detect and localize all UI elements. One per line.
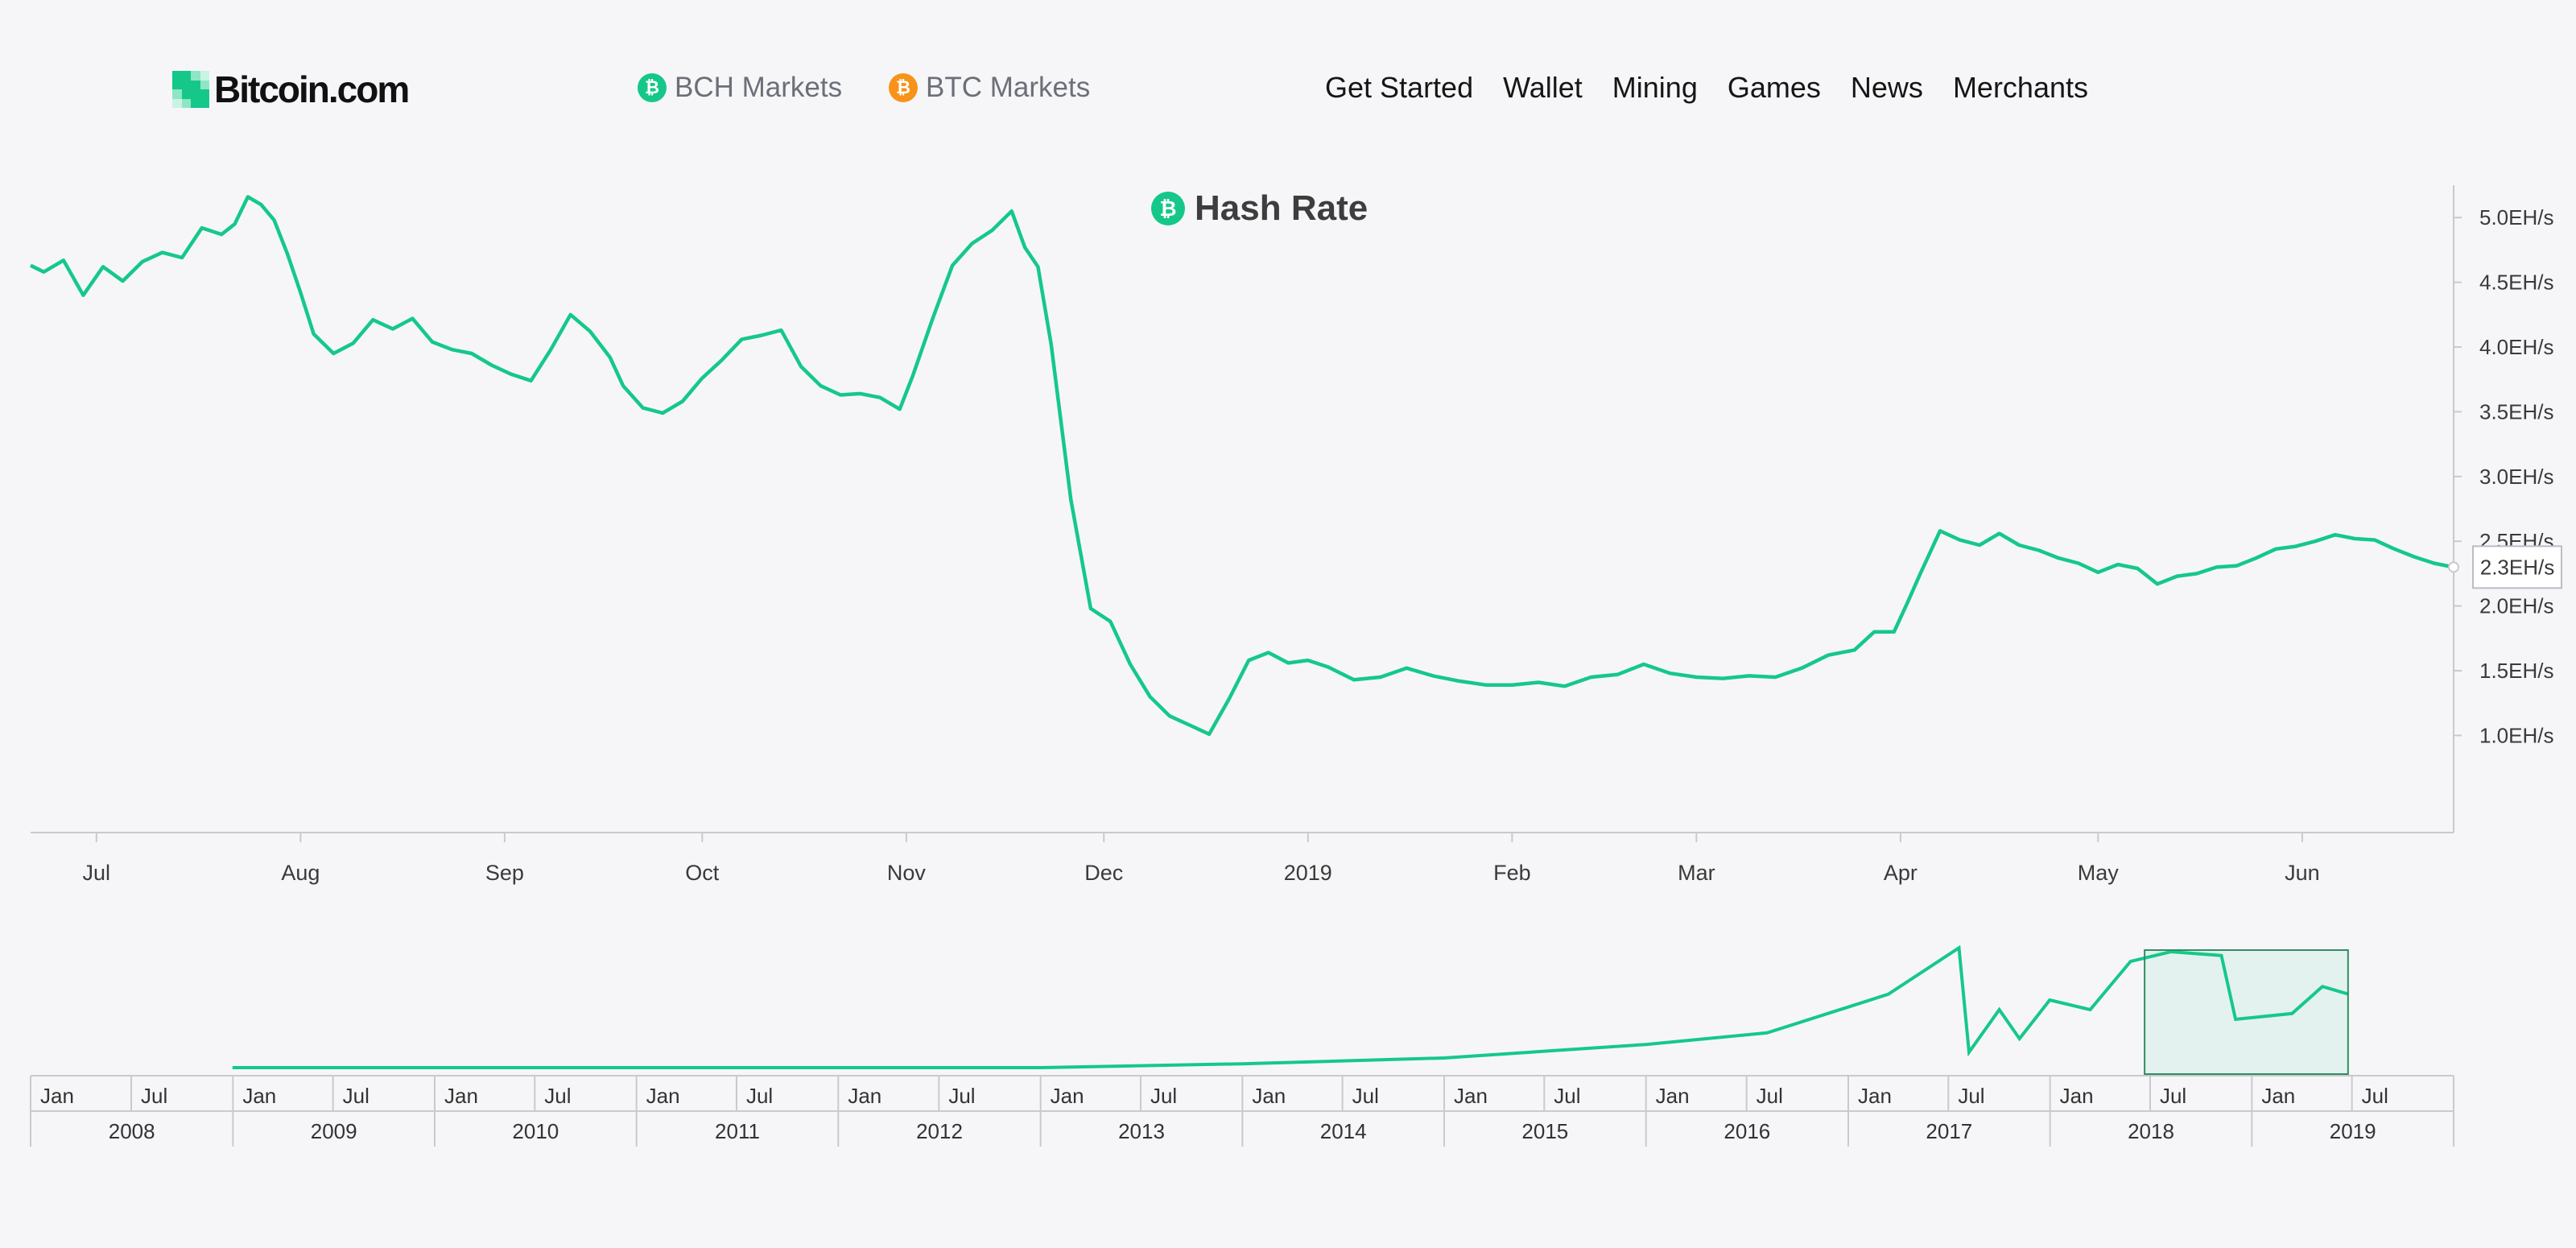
navigator-selection	[2144, 949, 2349, 1075]
y-tick-label: 1.0EH/s	[2479, 723, 2554, 747]
x-tick-label: Nov	[887, 861, 927, 885]
navigator-year-label: 2019	[2330, 1119, 2376, 1143]
current-value-label: 2.3EH/s	[2480, 555, 2555, 579]
x-tick-label: Dec	[1084, 861, 1123, 885]
main-nav: Get Started Wallet Mining Games News Mer…	[1325, 71, 2118, 105]
y-tick-label: 4.5EH/s	[2479, 271, 2554, 295]
navigator-half-label: Jan	[242, 1084, 276, 1108]
nav-mining[interactable]: Mining	[1612, 71, 1698, 104]
navigator-half-label: Jan	[1252, 1084, 1286, 1108]
x-tick-label: Apr	[1884, 861, 1918, 885]
navigator-half-label: Jul	[1757, 1084, 1783, 1108]
nav-news[interactable]: News	[1850, 71, 1923, 104]
navigator-half-label: Jul	[2362, 1084, 2388, 1108]
navigator-line	[232, 944, 2350, 1069]
bitcoin-com-logo[interactable]: Bitcoin.com	[172, 68, 410, 111]
nav-wallet[interactable]: Wallet	[1503, 71, 1583, 104]
current-value-marker	[2448, 561, 2459, 573]
x-tick-label: Aug	[281, 861, 320, 885]
navigator-half-label: Jul	[1958, 1084, 1984, 1108]
navigator-year-label: 2012	[916, 1119, 963, 1143]
navigator-year-label: 2011	[715, 1119, 760, 1143]
navigator-half-label: Jan	[1858, 1084, 1892, 1108]
x-tick-label: Sep	[485, 861, 524, 885]
bch-markets-label: BCH Markets	[675, 72, 843, 103]
nav-merchants[interactable]: Merchants	[1952, 71, 2089, 104]
navigator-half-label: Jan	[444, 1084, 478, 1108]
navigator-half-label: Jan	[848, 1084, 881, 1108]
navigator-half-label: Jul	[1150, 1084, 1177, 1108]
navigator-year-label: 2018	[2128, 1119, 2174, 1143]
navigator-half-label: Jan	[1051, 1084, 1084, 1108]
y-tick-label: 1.5EH/s	[2479, 659, 2554, 683]
btc-markets-link[interactable]: ₿ BTC Markets	[889, 72, 1090, 104]
navigator-year-label: 2017	[1926, 1119, 1972, 1143]
navigator-half-label: Jan	[1454, 1084, 1488, 1108]
btc-markets-label: BTC Markets	[926, 72, 1091, 103]
x-tick-label: Feb	[1493, 861, 1531, 885]
navigator-year-label: 2010	[512, 1119, 559, 1143]
y-tick-label: 3.0EH/s	[2479, 465, 2554, 489]
navigator-year-label: 2008	[109, 1119, 155, 1143]
nav-games[interactable]: Games	[1727, 71, 1821, 104]
site-header: Bitcoin.com ₿ BCH Markets ₿ BTC Markets …	[0, 0, 2576, 177]
nav-get-started[interactable]: Get Started	[1325, 71, 1474, 104]
navigator-half-label: Jan	[1656, 1084, 1690, 1108]
navigator-year-label: 2013	[1118, 1119, 1165, 1143]
current-value-box	[2472, 545, 2562, 589]
bch-coin-icon: ₿	[638, 73, 667, 102]
y-tick-label: 3.5EH/s	[2479, 399, 2554, 424]
x-tick-label: 2019	[1284, 861, 1332, 885]
bch-markets-link[interactable]: ₿ BCH Markets	[638, 72, 842, 104]
navigator-half-label: Jan	[2060, 1084, 2094, 1108]
bch-coin-icon: ₿	[1151, 192, 1185, 225]
y-tick-label: 2.0EH/s	[2479, 594, 2554, 618]
navigator-half-label: Jul	[2160, 1084, 2186, 1108]
navigator-half-label: Jul	[948, 1084, 975, 1108]
x-tick-label: Mar	[1678, 861, 1715, 885]
navigator-year-label: 2009	[311, 1119, 357, 1143]
logo-text: Bitcoin.com	[214, 68, 410, 110]
navigator-half-label: Jan	[2261, 1084, 2295, 1108]
y-tick-label: 5.0EH/s	[2479, 205, 2554, 229]
navigator-half-label: Jan	[40, 1084, 74, 1108]
navigator-year-label: 2015	[1521, 1119, 1568, 1143]
navigator-half-label: Jan	[646, 1084, 680, 1108]
chart-title-text: Hash Rate	[1195, 188, 1368, 228]
x-tick-label: Jul	[83, 861, 111, 885]
navigator-half-label: Jul	[544, 1084, 571, 1108]
navigator-year-label: 2014	[1320, 1119, 1367, 1143]
btc-coin-icon: ₿	[889, 73, 918, 102]
navigator-half-label: Jul	[746, 1084, 773, 1108]
y-tick-label: 4.0EH/s	[2479, 335, 2554, 359]
x-tick-label: May	[2078, 861, 2120, 885]
chart-title: ₿ Hash Rate	[1151, 188, 1368, 229]
navigator-half-label: Jul	[141, 1084, 167, 1108]
navigator-half-label: Jul	[1352, 1084, 1379, 1108]
x-tick-label: Oct	[685, 861, 720, 885]
hash-rate-line	[30, 195, 2454, 737]
x-tick-label: Jun	[2285, 861, 2320, 885]
logo-mark-icon	[172, 71, 209, 108]
navigator-year-label: 2016	[1724, 1119, 1770, 1143]
navigator-half-label: Jul	[343, 1084, 369, 1108]
navigator-half-label: Jul	[1554, 1084, 1580, 1108]
